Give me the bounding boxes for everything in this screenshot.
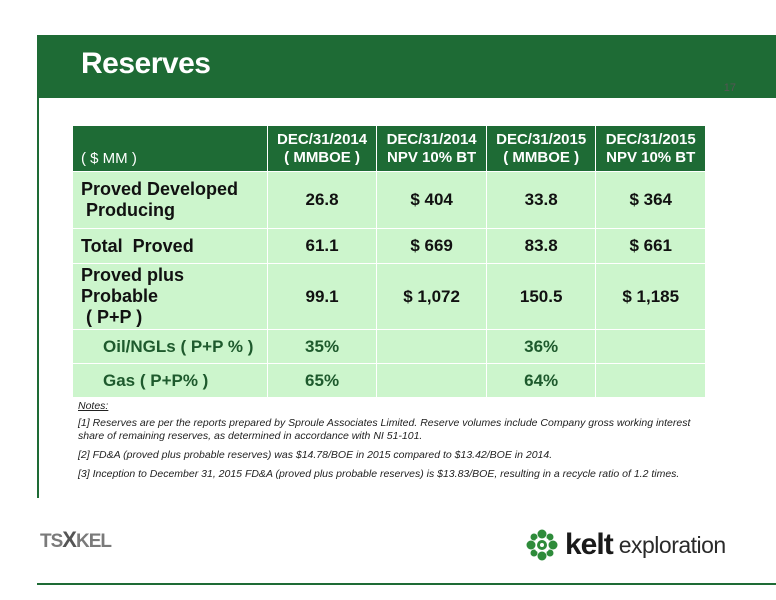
kelt-leaf-icon [526, 529, 558, 561]
table-row: Gas ( P+P% ) 65% 64% [73, 364, 705, 397]
table-row: Proved plus Probable ( P+P ) 99.1 $ 1,07… [73, 264, 705, 329]
row-label: Proved plus Probable ( P+P ) [73, 264, 267, 329]
kelt-subtext: exploration [618, 531, 727, 558]
bottom-rule [37, 583, 776, 585]
reserves-table: ( $ MM ) DEC/31/2014( MMBOE ) DEC/31/201… [72, 125, 706, 398]
table-cell: $ 1,072 [377, 264, 486, 329]
table-cell: 61.1 [267, 229, 377, 263]
column-header: DEC/31/2014( MMBOE ) [267, 126, 377, 171]
table-cell: $ 404 [377, 172, 486, 228]
table-header-row: ( $ MM ) DEC/31/2014( MMBOE ) DEC/31/201… [73, 126, 705, 171]
side-rule [37, 98, 39, 498]
table-cell [377, 364, 486, 397]
column-header: DEC/31/2014 NPV 10% BT [377, 126, 486, 171]
row-label: Proved Developed Producing [73, 172, 267, 228]
notes-heading: Notes: [78, 400, 109, 412]
table-cell: 35% [267, 330, 377, 363]
table-cell: 150.5 [486, 264, 596, 329]
table-cell: 99.1 [267, 264, 377, 329]
row-label: Oil/NGLs ( P+P % ) [73, 330, 267, 363]
table-cell: 83.8 [486, 229, 596, 263]
note-item: [3] Inception to December 31, 2015 FD&A … [78, 468, 680, 480]
column-header: DEC/31/2015 NPV 10% BT [596, 126, 705, 171]
table-row: Proved Developed Producing 26.8 $ 404 33… [73, 172, 705, 228]
note-item: [1] Reserves are per the reports prepare… [78, 417, 691, 442]
page-title: Reserves [81, 47, 211, 80]
page-number: 17 [723, 82, 736, 94]
table-row: Oil/NGLs ( P+P % ) 35% 36% [73, 330, 705, 363]
title-bar: Reserves [37, 35, 776, 98]
table-cell: 65% [267, 364, 377, 397]
unit-label: ( $ MM ) [73, 126, 267, 171]
table-cell [596, 364, 705, 397]
table-cell: 26.8 [267, 172, 377, 228]
tsx-logo: TSXKEL [40, 527, 112, 552]
table-cell: 64% [486, 364, 596, 397]
note-item: [2] FD&A (proved plus probable reserves)… [78, 449, 553, 461]
table-cell: $ 669 [377, 229, 486, 263]
table-cell: $ 661 [596, 229, 705, 263]
row-label: Gas ( P+P% ) [73, 364, 267, 397]
column-header: DEC/31/2015( MMBOE ) [486, 126, 596, 171]
table-cell [377, 330, 486, 363]
notes-section: Notes: [1] Reserves are per the reports … [78, 400, 718, 487]
table-cell: 33.8 [486, 172, 596, 228]
kelt-logo: kelt exploration [525, 527, 726, 563]
table-cell: $ 1,185 [596, 264, 705, 329]
row-label: Total Proved [73, 229, 267, 263]
table-cell: 36% [486, 330, 596, 363]
tsx-x-mark: X [62, 527, 77, 552]
kelt-wordmark: kelt [565, 528, 614, 561]
table-cell [596, 330, 705, 363]
table-cell: $ 364 [596, 172, 705, 228]
table-row: Total Proved 61.1 $ 669 83.8 $ 661 [73, 229, 705, 263]
